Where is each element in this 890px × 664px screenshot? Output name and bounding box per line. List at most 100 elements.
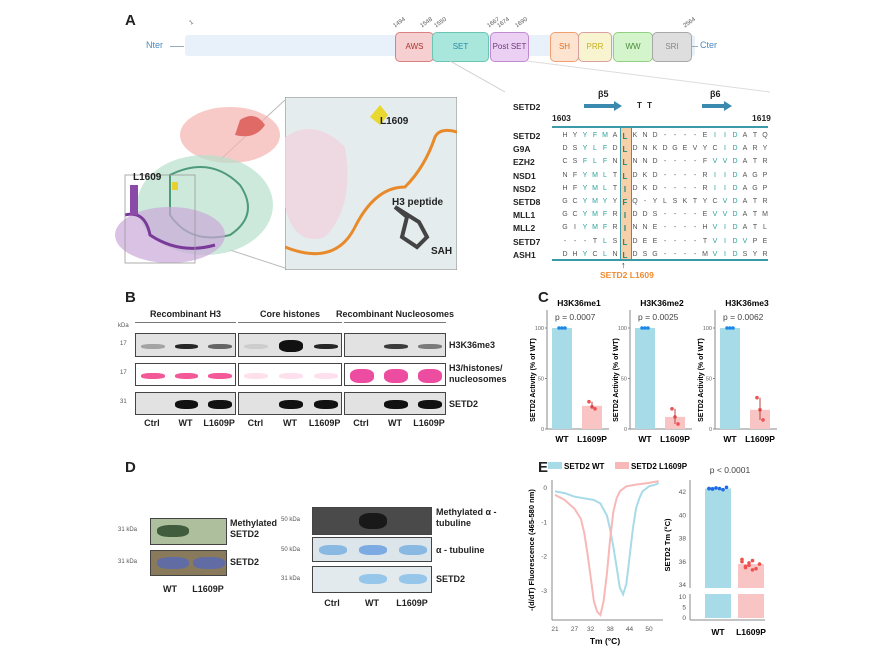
residue: Y xyxy=(702,145,708,153)
x-tick-label: WT xyxy=(555,434,569,444)
x-tick-label: L1609P xyxy=(736,627,766,637)
x-tick-label: 50 xyxy=(645,626,653,633)
residue: L xyxy=(603,171,607,179)
y-tick-label: -3 xyxy=(541,588,547,595)
domain-ww: WW xyxy=(613,32,653,62)
residue: P xyxy=(752,237,758,245)
activity-chart-H3K36me2: H3K36me2 p = 0.0025 0 50 100 SETD2 Activity (… xyxy=(613,298,692,444)
residue: - xyxy=(693,171,697,179)
melt-curve-SETD2-L1609P xyxy=(554,480,659,618)
residue: - xyxy=(583,237,587,245)
structure-inset-image xyxy=(285,97,457,270)
turn-labels: T T xyxy=(637,101,652,110)
band xyxy=(278,340,304,352)
band xyxy=(174,400,199,409)
residue: D xyxy=(732,132,738,139)
residue: R xyxy=(752,145,758,153)
band xyxy=(359,513,387,529)
lane-label: L1609P xyxy=(192,584,224,594)
residue: D xyxy=(652,132,658,139)
data-point xyxy=(725,326,729,330)
band xyxy=(157,525,189,537)
y-tick-label: 38 xyxy=(679,536,687,543)
panel-label-a: A xyxy=(125,12,136,29)
marker-31: 31 xyxy=(120,399,127,405)
domain-sri: SRI xyxy=(652,32,692,62)
data-point xyxy=(560,326,564,330)
alignment-row-name: NSD1 xyxy=(513,170,536,181)
blot-group-rule xyxy=(135,322,236,323)
band xyxy=(384,343,408,349)
residue: D xyxy=(732,224,738,232)
residue: T xyxy=(752,211,758,219)
blot-strip-left xyxy=(150,550,227,576)
residue: L xyxy=(593,158,597,166)
residue: L xyxy=(593,145,597,153)
residue: M xyxy=(592,224,598,232)
domain-prr: PRR xyxy=(578,32,612,62)
y-tick-label: 100 xyxy=(703,326,712,332)
kda-label: kDa xyxy=(118,323,129,329)
residue: - xyxy=(693,211,697,219)
residue: E xyxy=(702,132,708,139)
residue: - xyxy=(673,171,677,179)
residue: M xyxy=(702,250,708,258)
marker-17: 17 xyxy=(120,341,127,347)
residue: I xyxy=(714,171,716,179)
residue: Y xyxy=(572,132,578,139)
tm-bar-lower-WT xyxy=(705,594,731,618)
residue: V xyxy=(712,158,718,166)
residue: N xyxy=(632,158,638,166)
band xyxy=(193,557,225,569)
data-point xyxy=(710,486,715,491)
residue: S xyxy=(642,250,648,258)
band xyxy=(141,372,165,379)
alignment-row-name: MLL1 xyxy=(513,210,536,221)
residue: L xyxy=(603,250,607,258)
blot-row-label: Methylated α - tubuline xyxy=(436,507,497,528)
residue: D xyxy=(632,211,638,219)
residue: - xyxy=(673,211,677,219)
residue: T xyxy=(612,171,618,179)
blot-strip xyxy=(238,333,342,357)
residue: N xyxy=(642,132,648,139)
residue: M xyxy=(592,198,598,205)
y-tick-label: 0 xyxy=(543,485,547,492)
y-tick-label: 50 xyxy=(621,377,627,383)
data-point xyxy=(721,487,725,492)
band xyxy=(319,545,347,555)
residue: D xyxy=(732,171,738,179)
lane-label: WT xyxy=(365,598,379,608)
y-tick-label: 50 xyxy=(538,377,544,383)
residue: Y xyxy=(582,211,588,219)
blot-strip-left xyxy=(150,518,227,545)
residue: D xyxy=(632,171,638,179)
residue: - xyxy=(673,132,677,139)
residue: Y xyxy=(582,171,588,179)
residue: D xyxy=(732,250,738,258)
mutation-label: SETD2 L1609 xyxy=(600,270,654,280)
residue: N xyxy=(562,171,568,179)
alignment-row-name: EZH2 xyxy=(513,157,535,168)
blot-row-label: SETD2 xyxy=(449,399,479,409)
residue: - xyxy=(663,184,667,192)
y-tick-label: 10 xyxy=(679,594,687,601)
lane-label: Ctrl xyxy=(247,418,264,428)
residue: Y xyxy=(582,198,588,205)
data-point xyxy=(643,326,647,330)
residue: S xyxy=(572,158,578,166)
residue: V xyxy=(742,237,748,245)
residue: - xyxy=(673,250,677,258)
blot-strip-right xyxy=(312,537,432,562)
band xyxy=(350,368,374,383)
residue: R xyxy=(612,224,618,232)
p-value: p < 0.0001 xyxy=(710,465,751,475)
blot-strip xyxy=(135,333,236,357)
lane-label: L1609P xyxy=(308,418,341,428)
residue: P xyxy=(762,171,768,179)
residue: I xyxy=(623,184,627,194)
y-tick-label: 40 xyxy=(679,512,687,519)
residue: R xyxy=(762,250,768,258)
band xyxy=(418,368,442,383)
